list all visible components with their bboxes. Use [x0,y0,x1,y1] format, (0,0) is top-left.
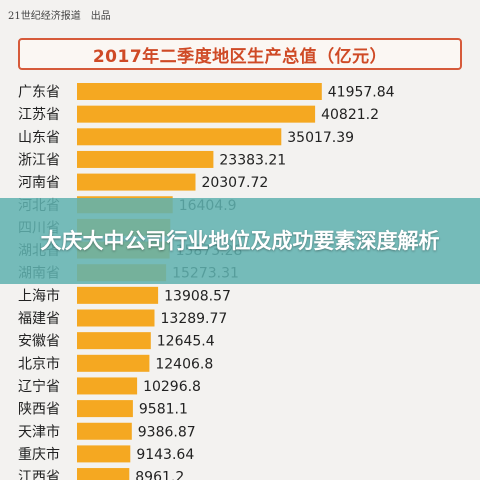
chart-title: 2017年二季度地区生产总值（亿元） [92,46,388,67]
category-label: 北京市 [18,355,60,372]
bar [77,468,130,480]
bar [77,332,151,350]
value-label: 40821.2 [321,107,379,123]
value-label: 23383.21 [219,152,286,168]
value-label: 9581.1 [139,402,188,418]
bar [77,105,316,123]
category-label: 广东省 [18,85,60,101]
bar [77,400,133,418]
bar [77,422,132,440]
chart-title-box: 2017年二季度地区生产总值（亿元） [18,38,462,70]
category-label: 河南省 [18,175,60,191]
value-label: 20307.72 [201,175,268,191]
category-label: 江苏省 [18,107,60,123]
value-label: 35017.39 [287,130,354,146]
category-label: 江西省 [18,470,60,480]
category-label: 山东省 [18,130,60,146]
category-label: 重庆市 [18,446,60,463]
value-label: 13908.57 [164,288,231,304]
value-label: 8961.2 [135,470,184,480]
bar [77,309,155,327]
bar [77,377,138,395]
category-label: 浙江省 [18,152,60,168]
value-label: 9386.87 [138,424,196,440]
banner-headline: 大庆大中公司行业地位及成功要素深度解析 [40,229,440,253]
bar [77,83,322,100]
category-label: 安徽省 [18,334,60,350]
value-label: 9143.64 [136,447,194,463]
category-label: 福建省 [18,311,60,327]
bar [77,354,150,372]
bar [77,173,196,191]
bar [77,128,282,146]
value-label: 41957.84 [328,85,395,101]
value-label: 10296.8 [143,379,201,395]
category-label: 天津市 [18,423,60,440]
value-label: 12406.8 [155,356,213,372]
value-label: 12645.4 [157,334,215,350]
overlay-banner: 大庆大中公司行业地位及成功要素深度解析 [0,198,480,284]
bar [77,286,159,304]
source-credit: 21世纪经济报道 出品 [8,11,111,22]
category-label: 辽宁省 [18,378,60,395]
category-label: 陕西省 [18,402,60,418]
value-label: 13289.77 [161,311,228,327]
bar [77,445,131,463]
category-label: 上海市 [18,287,60,304]
bar [77,150,214,168]
